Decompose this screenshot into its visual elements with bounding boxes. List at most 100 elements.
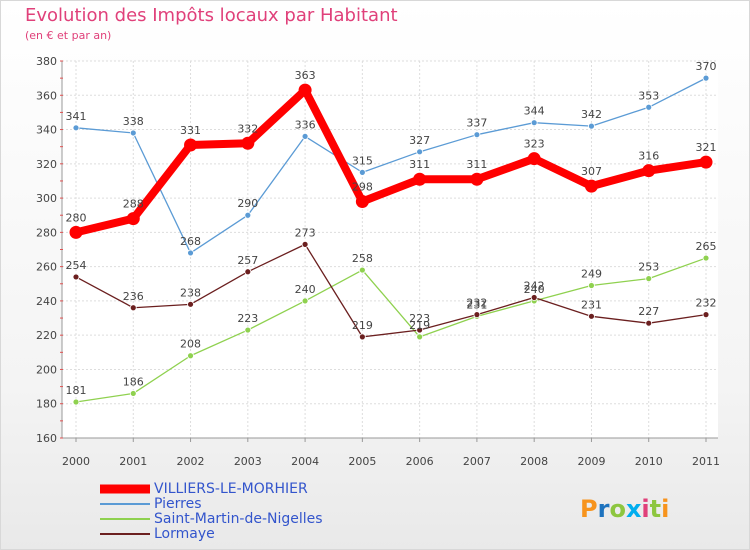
- data-point: [301, 240, 309, 248]
- y-tick-label: 220: [36, 329, 57, 342]
- data-label: 181: [66, 384, 87, 397]
- data-label: 353: [638, 89, 659, 102]
- data-label: 311: [466, 158, 487, 171]
- data-label: 223: [409, 312, 430, 325]
- y-tick-label: 380: [36, 55, 57, 68]
- series-line-lormaye: [75, 243, 707, 338]
- series-line-villiers-le-morhier: [72, 86, 710, 237]
- data-label: 249: [581, 267, 602, 280]
- data-label: 342: [581, 108, 602, 121]
- data-label: 257: [237, 254, 258, 267]
- data-point: [129, 304, 137, 312]
- y-tick-label: 280: [36, 226, 57, 239]
- x-tick-label: 2002: [177, 455, 205, 468]
- y-tick-label: 260: [36, 261, 57, 274]
- data-label: 344: [524, 105, 545, 118]
- data-point: [645, 319, 653, 327]
- data-label: 336: [295, 118, 316, 131]
- data-point: [244, 326, 252, 334]
- x-tick-label: 2006: [406, 455, 434, 468]
- data-label: 338: [123, 115, 144, 128]
- x-tick-label: 2001: [119, 455, 147, 468]
- data-point: [416, 326, 424, 334]
- data-label: 223: [237, 312, 258, 325]
- axes: 160 180 200 220 240 260 280 300 320 340 360 380 2000…: [36, 55, 720, 468]
- data-point: [702, 74, 710, 82]
- data-point: [184, 138, 198, 152]
- data-label: 232: [696, 297, 717, 310]
- data-point: [72, 398, 80, 406]
- data-label: 307: [581, 165, 602, 178]
- data-label: 232: [466, 297, 487, 310]
- legend-label: VILLIERS-LE-MORHIER: [154, 481, 308, 497]
- data-point: [187, 352, 194, 360]
- data-point: [69, 225, 83, 239]
- data-point: [72, 273, 80, 281]
- data-label: 290: [237, 197, 258, 210]
- legend-label: Lormaye: [154, 526, 215, 542]
- chart-subtitle: (en € et par an): [25, 29, 111, 42]
- legend-label: Saint-Martin-de-Nigelles: [154, 511, 323, 527]
- data-label: 219: [352, 319, 373, 332]
- data-label: 341: [66, 110, 87, 123]
- legend-label: Pierres: [154, 496, 202, 512]
- data-point: [358, 333, 366, 341]
- x-tick-label: 2007: [463, 455, 491, 468]
- data-label: 265: [696, 240, 717, 253]
- series-line-pierres: [75, 77, 707, 254]
- data-label: 240: [295, 283, 316, 296]
- data-label: 231: [466, 298, 487, 311]
- plot-area: [62, 61, 718, 438]
- data-point: [301, 297, 309, 305]
- data-label: 186: [123, 375, 144, 388]
- series-line-saint-martin-de-nigelles: [75, 257, 707, 403]
- data-label: 288: [123, 198, 144, 211]
- data-point: [642, 164, 656, 178]
- x-tick-label: 2005: [348, 455, 376, 468]
- x-tick-label: 2003: [234, 455, 262, 468]
- data-label: 363: [295, 69, 316, 82]
- data-label: 219: [409, 319, 430, 332]
- data-label: 258: [352, 252, 373, 265]
- gridlines: [62, 60, 718, 439]
- chart-title: Evolution des Impôts locaux par Habitant: [25, 5, 398, 26]
- x-tick-label: 2004: [291, 455, 319, 468]
- data-point: [355, 195, 369, 209]
- data-point: [416, 148, 424, 156]
- data-label: 316: [638, 150, 659, 163]
- data-label: 370: [696, 60, 717, 73]
- data-point: [126, 212, 140, 226]
- y-tick-label: 300: [36, 192, 57, 205]
- data-point: [244, 211, 252, 219]
- data-point: [413, 172, 427, 186]
- x-tick-label: 2009: [577, 455, 605, 468]
- data-point: [187, 300, 194, 308]
- data-point: [470, 172, 484, 186]
- data-label: 236: [123, 290, 144, 303]
- data-label: 208: [180, 338, 201, 351]
- y-tick-label: 180: [36, 398, 57, 411]
- proxiti-logo: Proxiti: [580, 495, 669, 523]
- data-label: 231: [581, 298, 602, 311]
- data-point: [129, 390, 137, 397]
- y-tick-label: 160: [36, 432, 57, 445]
- data-point: [187, 249, 194, 257]
- y-tick-label: 340: [36, 124, 57, 137]
- x-tick-label: 2000: [62, 455, 90, 468]
- legend: VILLIERS-LE-MORHIERPierresSaint-Martin-d…: [100, 481, 323, 542]
- data-label: 331: [180, 124, 201, 137]
- data-label: 254: [66, 259, 87, 272]
- data-label: 227: [638, 305, 659, 318]
- data-point: [298, 83, 312, 97]
- data-label: 311: [409, 158, 430, 171]
- y-tick-label: 360: [36, 89, 57, 102]
- data-point: [645, 103, 653, 111]
- data-point: [358, 266, 366, 274]
- data-label: 268: [180, 235, 201, 248]
- data-label: 321: [696, 141, 717, 154]
- data-label: 242: [524, 279, 545, 292]
- series-lines: [69, 74, 713, 406]
- data-label: 273: [295, 226, 316, 239]
- data-label: 315: [352, 154, 373, 167]
